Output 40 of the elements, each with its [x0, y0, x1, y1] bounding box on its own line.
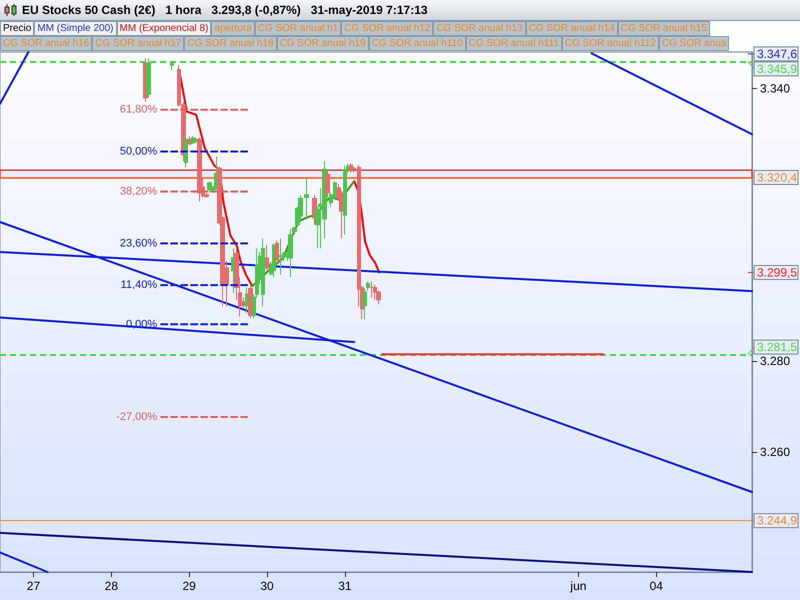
ref-line-label: 3.320,4 — [757, 170, 798, 184]
ref-line-label: 3.345,9 — [757, 62, 798, 76]
y-tick-label: 3.340 — [760, 81, 790, 96]
annotation: 3.299,5 — [757, 265, 798, 280]
y-tick-label: 3.260 — [760, 445, 790, 459]
text: CG SOR anual h18 — [184, 36, 277, 51]
text: CG SOR anual h112 — [562, 36, 659, 51]
text: MM (Exponencial 8) — [116, 21, 212, 36]
text: CG SOR anual h12 — [341, 21, 434, 36]
chart-title: EU Stocks 50 Cash (2€) 1 hora 3.293,8 (-0,87%) 31-may-2019 7:17:13 — [22, 2, 428, 19]
text: Precio — [0, 21, 34, 36]
x-tick-label: 28 — [104, 579, 118, 593]
text: CG SOR anual h19 — [276, 36, 369, 51]
text: CG SOR anual h13 — [433, 21, 526, 36]
text: CG SOR anual h14 — [526, 21, 618, 36]
text: CG SOR anual h110 — [368, 36, 466, 51]
x-tick-label: 29 — [182, 579, 196, 593]
text: MM (Simple 200) — [34, 21, 116, 36]
x-tick-label: jun — [569, 579, 586, 593]
text: CG SOR anual h16 — [0, 36, 92, 51]
text: CG SOR anual h1 — [254, 21, 342, 36]
x-tick-label: 31 — [338, 579, 352, 593]
text: CG SOR anual h111 — [466, 36, 562, 51]
series-label: 50,00% — [120, 146, 158, 158]
series-label: -27,00% — [116, 411, 158, 423]
x-tick-label: 04 — [650, 579, 664, 593]
annotation: 3.347,6 — [757, 46, 798, 61]
text: CG SOR anual h15 — [618, 21, 710, 36]
x-tick-label: 30 — [260, 579, 274, 593]
y-tick-label: 3.280 — [760, 354, 790, 368]
series-label: 61,80% — [120, 104, 158, 116]
text: apertura — [211, 21, 255, 36]
series-label: 38,20% — [120, 186, 158, 198]
text: CG SOR anua — [658, 36, 730, 51]
ref-line-label: 3.244,9 — [757, 514, 798, 528]
ref-line-label: 3.281,5 — [757, 340, 798, 354]
series-label: 23,60% — [120, 237, 158, 250]
x-tick-label: 27 — [26, 579, 40, 593]
text: CG SOR anual h17 — [92, 36, 184, 51]
series-label: 11,40% — [120, 279, 158, 292]
